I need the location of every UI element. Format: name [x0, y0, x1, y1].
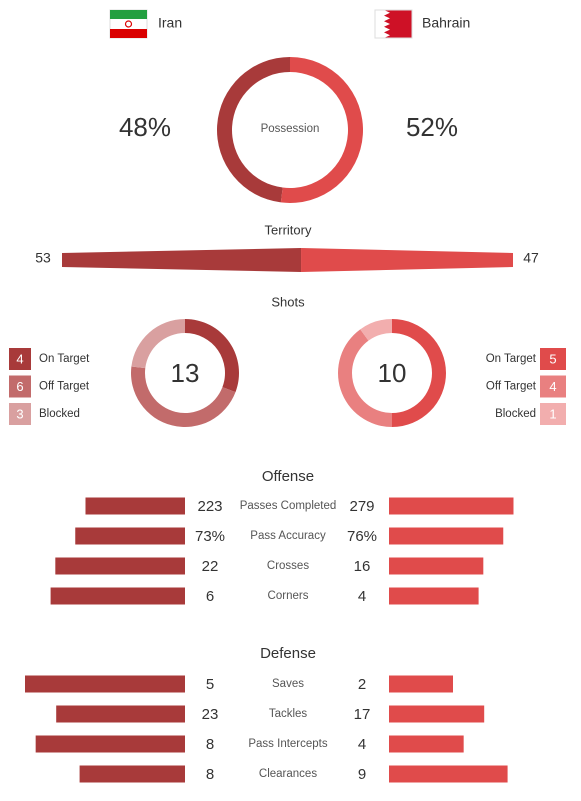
stat-name: Tackles — [269, 708, 308, 720]
possession-arc — [280, 57, 363, 203]
shot-legend-value: 1 — [549, 406, 556, 421]
stat-name: Passes Completed — [240, 500, 337, 512]
shot-legend-label: Off Target — [486, 381, 537, 393]
home-shots-total: 13 — [171, 358, 200, 388]
shot-legend-label: Blocked — [39, 408, 80, 420]
home-territory: 53 — [35, 250, 51, 266]
home-value: 223 — [197, 498, 222, 515]
stat-name: Corners — [268, 590, 309, 602]
away-possession: 52% — [406, 112, 458, 142]
home-value: 22 — [202, 558, 219, 575]
away-bar — [389, 765, 508, 783]
shot-legend-value: 3 — [16, 406, 23, 421]
shot-legend-value: 4 — [549, 379, 556, 394]
territory-bar — [301, 248, 513, 272]
away-bar — [389, 705, 485, 723]
possession-label: Possession — [261, 123, 320, 135]
shots-arc — [392, 319, 446, 427]
shots-arc — [360, 319, 392, 341]
away-bar — [389, 675, 453, 693]
shot-legend-box — [9, 403, 31, 425]
shot-legend-box — [540, 403, 566, 425]
shot-legend-label: Off Target — [39, 381, 90, 393]
away-bar — [389, 587, 479, 605]
home-possession: 48% — [119, 112, 171, 142]
away-bar — [389, 735, 464, 753]
shot-legend-box — [540, 375, 566, 398]
away-value: 4 — [358, 588, 366, 605]
shots-label: Shots — [271, 294, 305, 309]
bahrain-flag — [374, 9, 413, 39]
shots-arc — [185, 319, 239, 393]
shot-legend-value: 4 — [16, 351, 23, 366]
home-bar — [75, 527, 185, 545]
home-value: 5 — [206, 676, 214, 693]
home-bar — [55, 557, 185, 575]
home-team: Iran — [158, 15, 182, 31]
offense-label: Offense — [262, 468, 314, 485]
shot-legend-value: 6 — [16, 379, 23, 394]
away-value: 17 — [354, 706, 371, 723]
home-bar — [79, 765, 185, 783]
stat-name: Crosses — [267, 560, 309, 572]
home-value: 23 — [202, 706, 219, 723]
territory-label: Territory — [265, 222, 312, 237]
away-value: 9 — [358, 766, 366, 783]
away-team: Bahrain — [422, 15, 470, 31]
home-bar — [35, 735, 185, 753]
stat-name: Pass Accuracy — [250, 530, 326, 542]
home-value: 8 — [206, 766, 214, 783]
home-bar — [25, 675, 185, 693]
away-bar — [389, 557, 484, 575]
possession-arc — [216, 57, 290, 203]
away-bar — [389, 527, 504, 545]
territory-bar — [62, 248, 302, 272]
away-value: 16 — [354, 558, 371, 575]
home-bar — [50, 587, 185, 605]
away-shots-total: 10 — [378, 358, 407, 388]
home-bar — [85, 497, 185, 515]
shot-legend-label: Blocked — [495, 408, 536, 420]
stat-name: Saves — [272, 678, 304, 690]
iran-flag — [109, 9, 148, 39]
stat-name: Pass Intercepts — [248, 738, 328, 750]
shots-arc — [131, 319, 185, 369]
shots-arc — [338, 329, 392, 427]
stat-name: Clearances — [259, 768, 317, 780]
shot-legend-label: On Target — [39, 353, 90, 365]
shots-arc — [131, 366, 236, 428]
shot-legend-box — [540, 348, 566, 370]
shot-legend-box — [9, 348, 31, 370]
away-territory: 47 — [523, 250, 539, 266]
shot-legend-box — [9, 375, 31, 398]
away-value: 76% — [347, 528, 377, 545]
away-value: 279 — [349, 498, 374, 515]
away-value: 2 — [358, 676, 366, 693]
home-value: 8 — [206, 736, 214, 753]
away-bar — [389, 497, 514, 515]
home-bar — [56, 705, 186, 723]
defense-label: Defense — [260, 645, 316, 662]
shot-legend-label: On Target — [486, 353, 537, 365]
shot-legend-value: 5 — [549, 351, 556, 366]
home-value: 73% — [195, 528, 225, 545]
home-value: 6 — [206, 588, 214, 605]
away-value: 4 — [358, 736, 366, 753]
